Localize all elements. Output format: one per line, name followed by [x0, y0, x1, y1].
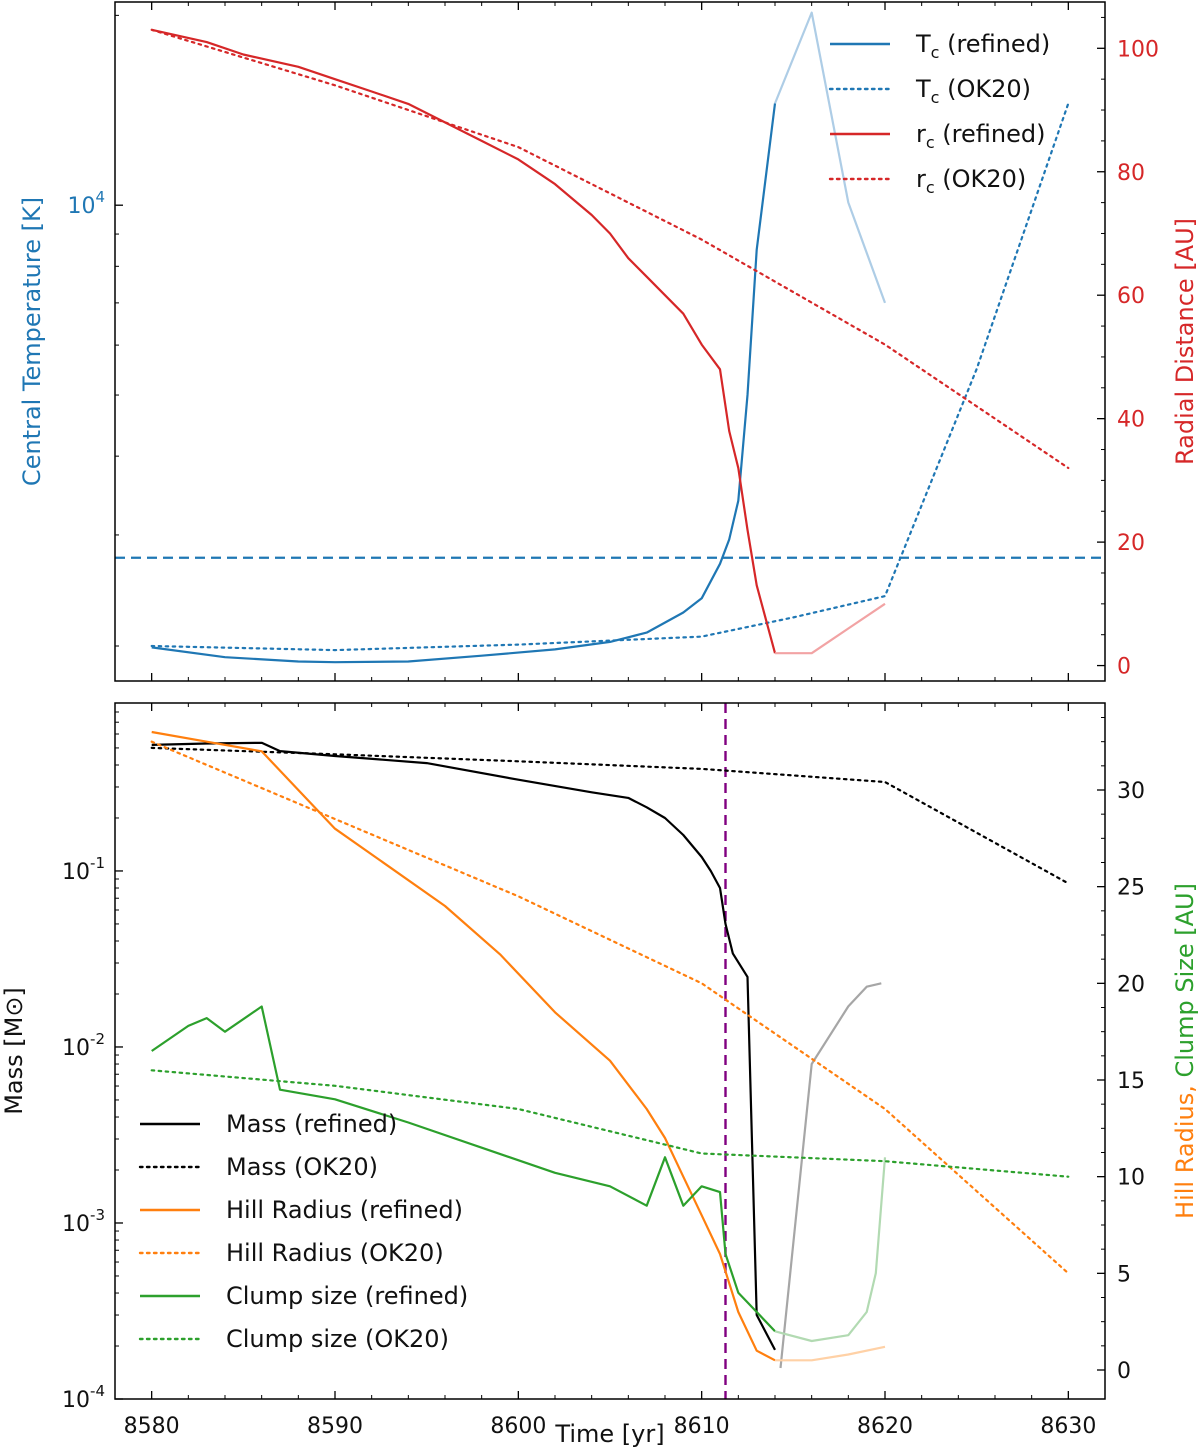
y-right-tick-label: 10 — [1117, 1166, 1145, 1191]
plot-area — [115, 11, 1105, 664]
y-left-tick-label: 10-1 — [62, 854, 105, 885]
legend-entry: Hill Radius (OK20) — [226, 1239, 444, 1267]
series-line-mass-refined-tail — [779, 982, 882, 1369]
legend-entry: Tc (OK20) — [915, 75, 1031, 107]
y-left-axis-label: Central Temperature [K] — [18, 197, 46, 486]
y-right-tick-label: 5 — [1117, 1262, 1131, 1287]
series-line-t-c-refined-tail — [773, 11, 887, 304]
plot-area — [150, 703, 1070, 1399]
series-line-t-c-ok20 — [150, 102, 1070, 652]
x-tick-label: 8580 — [124, 1414, 180, 1439]
x-axis-label: Time [yr] — [554, 1420, 664, 1448]
x-tick-label: 8610 — [674, 1414, 730, 1439]
top-panel: 104 0 20 40 60 80 100 Central Temperature [K] Ra… — [18, 1, 1199, 682]
series-line-clump-size-ok20 — [150, 1069, 1070, 1178]
legend-entry: Tc (refined) — [915, 30, 1050, 62]
y-right-axis-label: Radial Distance [AU] — [1171, 218, 1199, 465]
legend: Tc (refined) Tc (OK20) rc (refined) rc (OK2… — [828, 30, 1050, 197]
y-right-tick-label: 20 — [1117, 972, 1145, 997]
y-right-tick-label: 15 — [1117, 1069, 1145, 1094]
legend-entry: rc (OK20) — [916, 165, 1026, 197]
legend-entry: Mass (OK20) — [226, 1153, 378, 1181]
y-left-tick-label: 10-3 — [62, 1206, 105, 1237]
y-right-tick-label: 40 — [1117, 408, 1145, 433]
series-line-clump-size-refined — [151, 1005, 776, 1333]
bottom-panel: 8580 8590 8600 8610 8620 8630 10-4 10-3 10-2 10-1… — [0, 702, 1199, 1448]
y-right-axis-label: Hill Radius, Clump Size [AU] — [1171, 883, 1199, 1219]
legend-entry: Mass (refined) — [226, 1110, 397, 1138]
legend-entry: Clump size (OK20) — [226, 1325, 449, 1353]
y-right-tick-label: 25 — [1117, 876, 1145, 901]
legend-entry: rc (refined) — [916, 120, 1045, 152]
series-line-mass-ok20 — [150, 746, 1070, 885]
y-right-tick-label: 100 — [1117, 37, 1159, 62]
legend-entry: Hill Radius (refined) — [226, 1196, 463, 1224]
y-right-tick-label: 20 — [1117, 531, 1145, 556]
x-tick-label: 8620 — [857, 1414, 913, 1439]
series-line-mass-refined — [151, 741, 776, 1351]
y-right-tick-label: 80 — [1117, 161, 1145, 186]
axes-frame — [114, 1, 1106, 682]
series-line-hill-radius-refined-tail — [775, 1345, 886, 1362]
y-right-tick-label: 60 — [1117, 284, 1145, 309]
x-tick-label: 8590 — [307, 1414, 363, 1439]
series-line-t-c-refined — [151, 103, 777, 664]
series-line-clump-size-refined-tail — [774, 1157, 887, 1343]
axes-frame — [114, 702, 1106, 1400]
y-left-tick-label: 104 — [67, 188, 105, 219]
legend-entry: Clump size (refined) — [226, 1282, 468, 1310]
series-line-r-c-refined-tail — [775, 602, 886, 655]
legend: Mass (refined) Mass (OK20) Hill Radius (re… — [138, 1110, 468, 1353]
y-right-tick-label: 0 — [1117, 1359, 1131, 1384]
series-line-hill-radius-refined — [151, 730, 776, 1362]
series-line-r-c-refined — [151, 28, 777, 654]
y-left-axis-label: Mass [M⊙] — [0, 987, 28, 1115]
y-left-tick-label: 10-4 — [62, 1382, 105, 1413]
y-right-tick-label: 30 — [1117, 779, 1145, 804]
y-left-tick-label: 10-2 — [62, 1030, 105, 1061]
y-right-tick-label: 0 — [1117, 655, 1131, 680]
series-line-hill-radius-ok20 — [150, 740, 1070, 1275]
x-tick-label: 8600 — [490, 1414, 546, 1439]
x-tick-label: 8630 — [1040, 1414, 1096, 1439]
